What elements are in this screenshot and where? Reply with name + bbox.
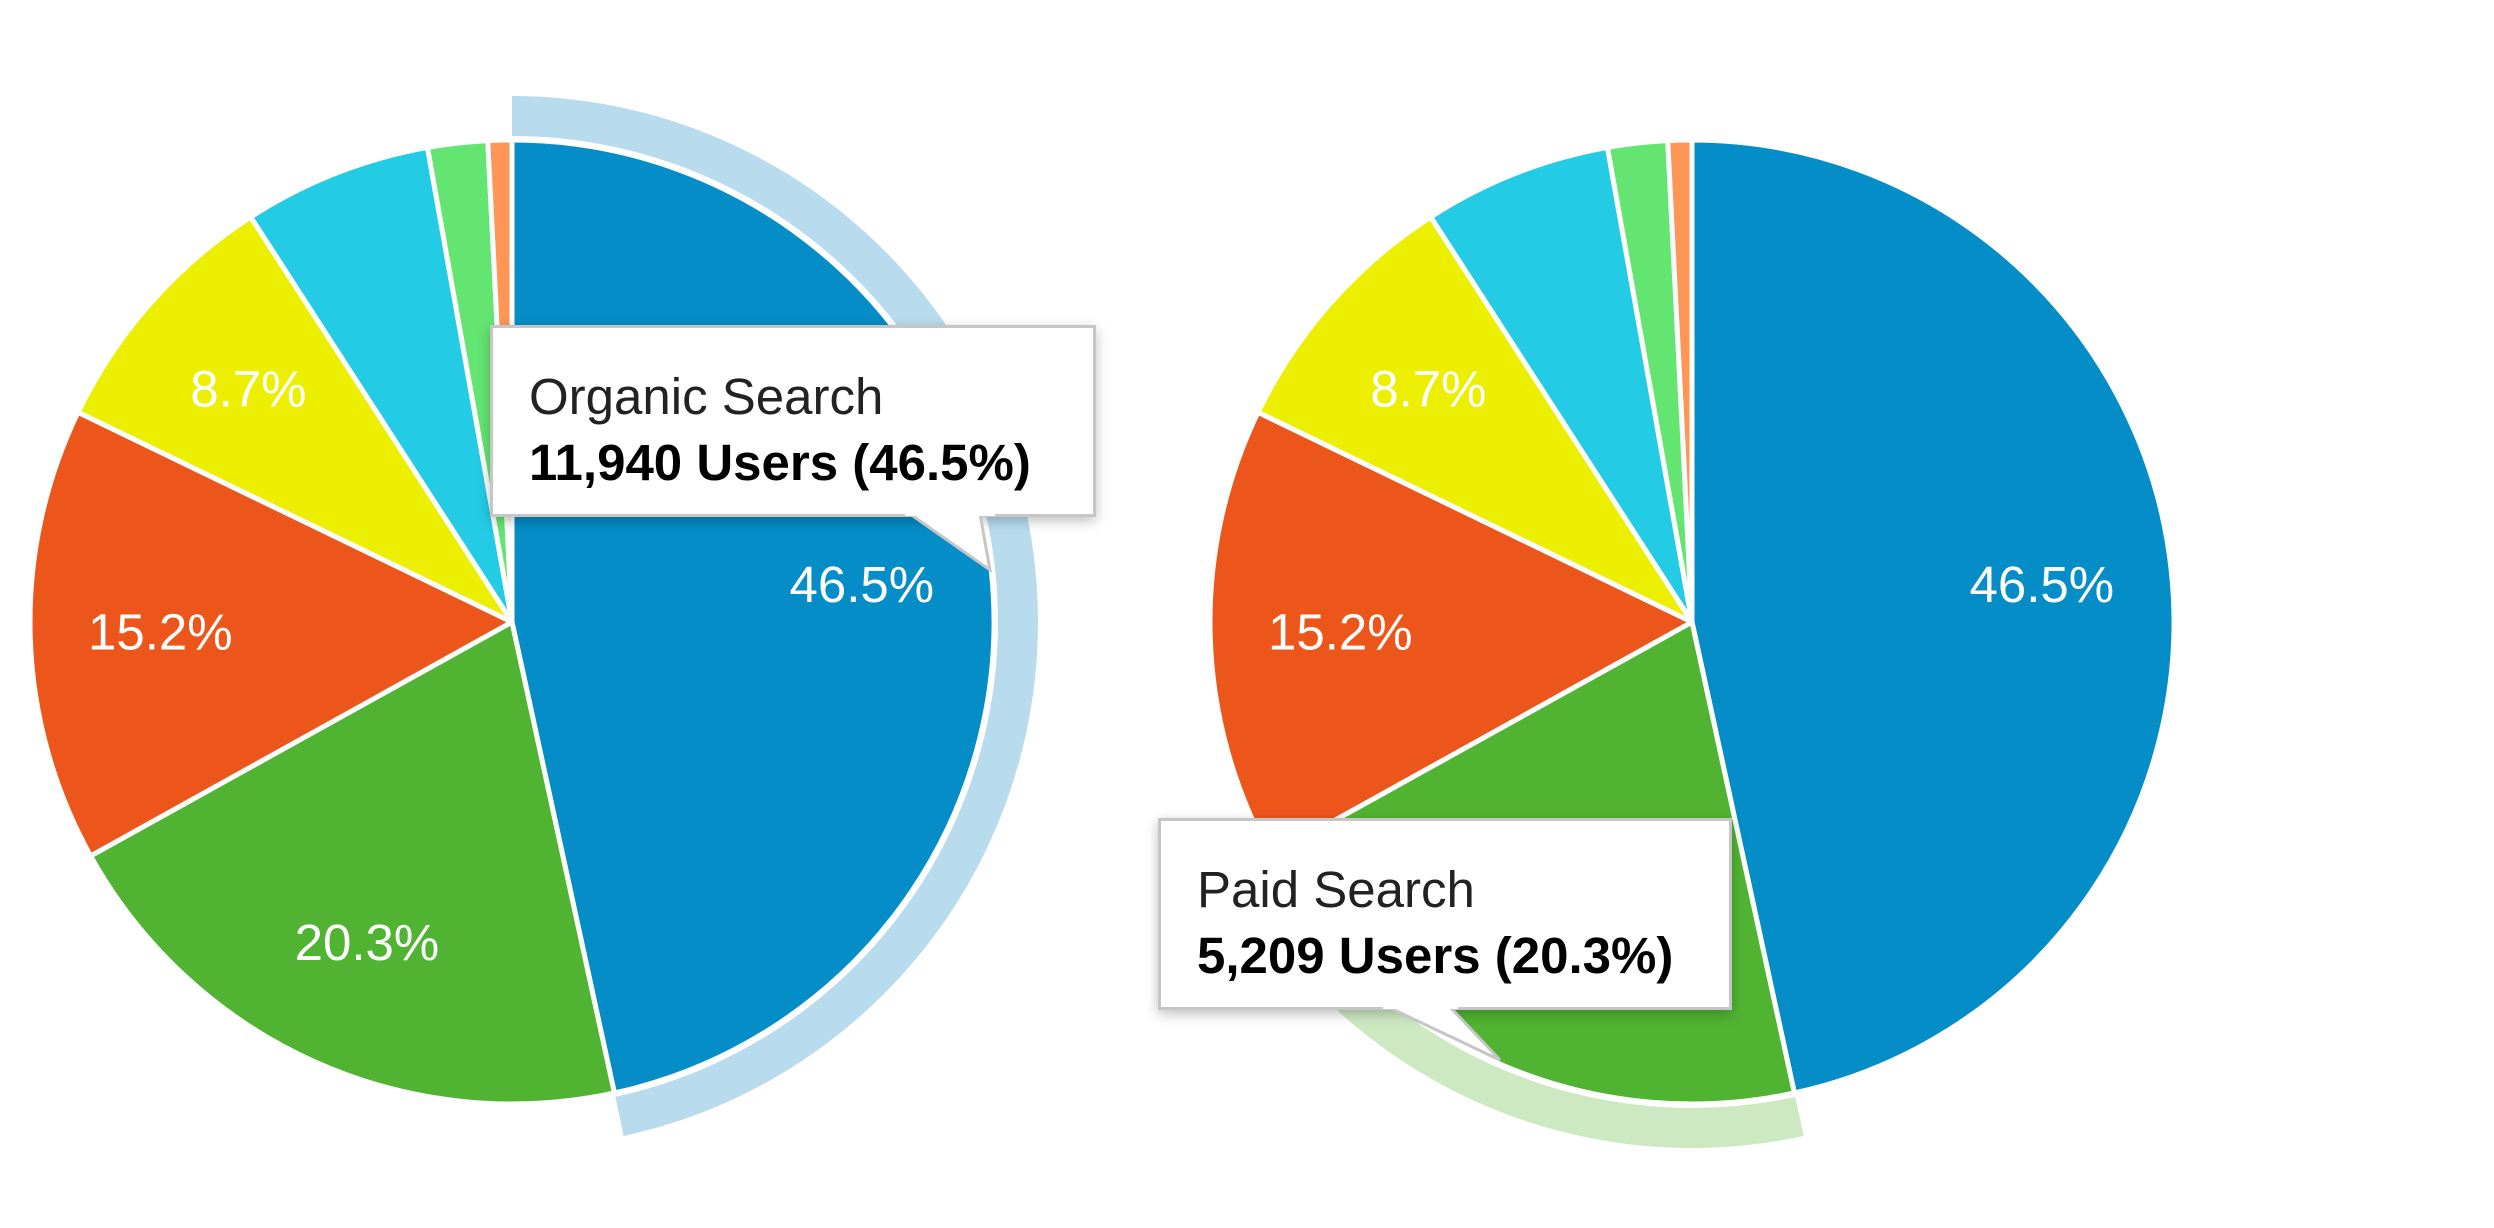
slice-label: 15.2% [88, 603, 233, 660]
slice-label: 46.5% [790, 556, 935, 613]
slice-label: 20.3% [295, 914, 440, 971]
tooltip-value: 11,940 Users (46.5%) [529, 434, 1031, 491]
tooltip-title: Paid Search [1197, 861, 1475, 918]
tooltip-value: 5,209 Users (20.3%) [1197, 927, 1674, 984]
pie-slice-6[interactable] [1665, 137, 1695, 625]
slice-label: 46.5% [1970, 556, 2115, 613]
pie-slice-3[interactable] [75, 214, 515, 625]
pie-slice-1[interactable] [88, 619, 617, 1107]
tooltip-title: Organic Search [529, 368, 884, 425]
tooltip-pointer-right [1387, 1005, 1502, 1062]
slice-label: 8.7% [190, 360, 306, 417]
tooltip-organic-search: Organic Search 11,940 Users (46.5%) [490, 325, 1096, 517]
slice-label: 15.2% [1268, 603, 1413, 660]
pie-slice-0[interactable] [1689, 137, 2177, 1096]
tooltip-pointer-left [905, 512, 993, 574]
pie-slice-3[interactable] [1255, 214, 1695, 625]
slice-label: 8.7% [1370, 360, 1486, 417]
pie-slice-2[interactable] [1207, 409, 1695, 859]
pie-slice-2[interactable] [27, 409, 515, 859]
